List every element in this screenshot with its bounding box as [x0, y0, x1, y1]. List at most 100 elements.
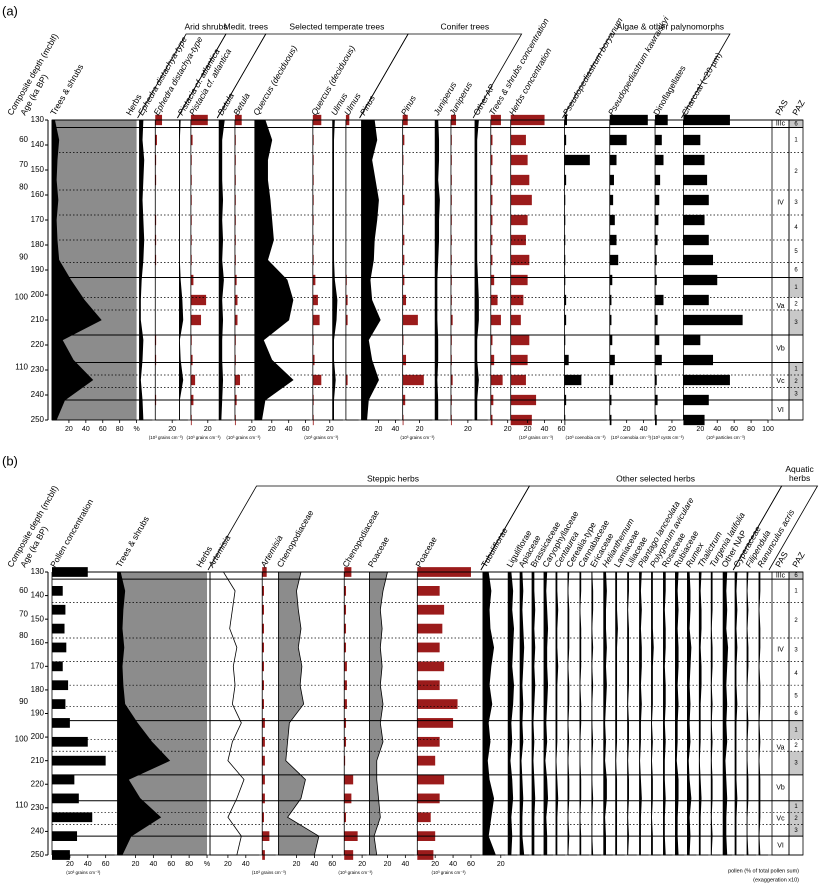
concentration-bar	[417, 774, 445, 785]
x-tick-label: 100	[762, 426, 774, 433]
age-label: 60	[19, 135, 28, 144]
column-name: Pollen concentration	[48, 497, 95, 569]
x-tick-label: 20	[524, 426, 532, 433]
subzone-label: 3	[794, 647, 798, 653]
concentration-bar	[450, 214, 452, 226]
subzone-shade	[789, 572, 803, 580]
unit-label: (10³ grains cm⁻³)	[252, 870, 287, 875]
x-tick-label: 20	[416, 426, 424, 433]
concentration-bar	[564, 374, 582, 386]
concentration-bar	[609, 254, 619, 266]
subzone-label: 6	[794, 711, 798, 717]
concentration-bar	[234, 274, 237, 286]
concentration-bar	[683, 214, 705, 226]
concentration-bar	[510, 354, 528, 366]
concentration-bar	[490, 274, 495, 286]
note: (exaggeration x10)	[753, 877, 799, 883]
concentration-bar	[417, 604, 445, 615]
concentration-bar	[490, 134, 493, 146]
concentration-bar	[609, 154, 617, 166]
concentration-bar	[402, 354, 407, 366]
concentration-bar	[417, 812, 431, 823]
depth-label: 240	[31, 390, 45, 399]
unit-label: (10³ coenobia cm⁻³)	[611, 435, 652, 440]
concentration-bar	[683, 294, 709, 306]
concentration-bar	[564, 334, 566, 346]
concentration-bar	[490, 294, 498, 306]
concentration-bar	[490, 354, 495, 366]
column-name: Betula	[231, 91, 252, 117]
depth-label: 150	[31, 614, 45, 623]
unit-label: (10³ grains cm⁻³)	[338, 870, 373, 875]
age-label: 80	[19, 631, 28, 640]
concentration-bar	[417, 755, 436, 766]
x-tick-label: 80	[116, 426, 124, 433]
concentration-bar	[190, 134, 193, 146]
concentration-bar	[490, 214, 493, 226]
concentration-bar	[417, 736, 440, 747]
depth-label: 230	[31, 803, 45, 812]
concentration-bar	[190, 314, 202, 326]
concentration-bar	[52, 718, 70, 728]
x-tick-label: 20	[66, 861, 74, 868]
depth-label: 140	[31, 591, 45, 600]
depth-label: 130	[31, 115, 45, 124]
concentration-bar	[312, 294, 318, 306]
concentration-bar	[510, 374, 526, 386]
x-tick-label: %	[133, 426, 139, 433]
zone-label: IIIc	[776, 572, 786, 579]
x-tick-label: 40	[401, 861, 409, 868]
concentration-bar	[683, 334, 701, 346]
concentration-bar	[417, 586, 440, 596]
subzone-label: 2	[794, 816, 798, 822]
subzone-label: 2	[794, 379, 798, 385]
concentration-bar	[344, 718, 347, 728]
concentration-bar	[609, 334, 613, 346]
subzone-label: 3	[794, 828, 798, 834]
x-tick-label: 20	[358, 861, 366, 868]
concentration-bar	[344, 736, 347, 747]
depth-label: 190	[31, 265, 45, 274]
concentration-bar	[402, 294, 407, 306]
concentration-bar	[510, 254, 530, 266]
concentration-bar	[490, 234, 493, 246]
concentration-bar	[402, 374, 424, 386]
concentration-bar	[609, 314, 612, 326]
concentration-bar	[262, 755, 265, 766]
zone-label: IV	[777, 647, 784, 654]
x-tick-label: 40	[149, 861, 157, 868]
group-bracket	[732, 485, 819, 571]
concentration-bar	[450, 254, 452, 266]
concentration-bar	[564, 354, 569, 366]
subzone-label: 1	[794, 588, 798, 594]
concentration-bar	[564, 314, 567, 326]
concentration-bar	[402, 334, 404, 346]
concentration-bar	[234, 214, 236, 226]
concentration-bar	[155, 154, 157, 166]
x-tick-label: 20	[375, 426, 383, 433]
concentration-bar	[312, 374, 322, 386]
concentration-bar	[262, 604, 265, 615]
concentration-bar	[655, 374, 657, 386]
concentration-bar	[402, 154, 404, 166]
concentration-bar	[402, 314, 418, 326]
concentration-bar	[655, 234, 658, 246]
concentration-bar	[312, 334, 314, 346]
x-tick-label: 20	[204, 426, 212, 433]
x-tick-label: 40	[285, 426, 293, 433]
concentration-bar	[312, 274, 316, 286]
concentration-bar	[564, 194, 566, 206]
concentration-bar	[402, 174, 404, 186]
concentration-bar	[683, 274, 718, 286]
subzone-label: 2	[794, 743, 798, 749]
concentration-bar	[510, 274, 528, 286]
x-tick-label: 40	[541, 426, 549, 433]
subzone-label: 4	[794, 225, 798, 231]
concentration-bar	[450, 154, 452, 166]
concentration-bar	[234, 154, 236, 166]
subzone-label: 1	[794, 366, 798, 372]
depth-label: 250	[31, 415, 45, 424]
x-tick-label: 20	[326, 426, 334, 433]
depth-label: 140	[31, 140, 45, 149]
